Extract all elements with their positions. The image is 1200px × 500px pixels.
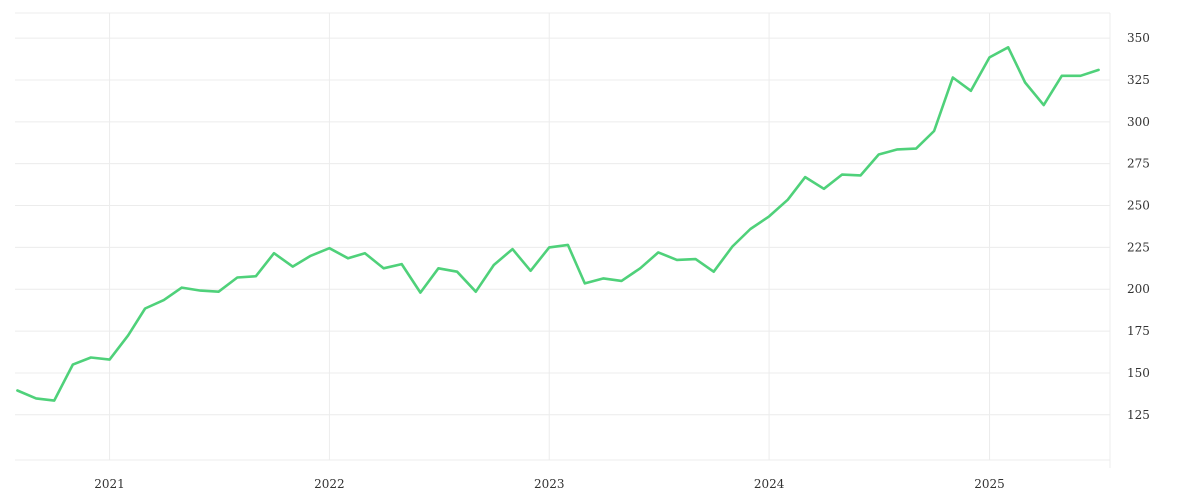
- y-tick-label: 225: [1127, 240, 1150, 254]
- grid-lines: [15, 12, 1111, 468]
- series-layer: [16, 46, 1100, 402]
- y-tick-label: 150: [1127, 366, 1150, 380]
- y-tick-label: 200: [1127, 282, 1150, 296]
- x-tick-label: 2023: [534, 477, 565, 491]
- x-tick-label: 2025: [974, 477, 1005, 491]
- series-line: [16, 46, 1100, 402]
- x-tick-label: 2022: [314, 477, 345, 491]
- y-tick-label: 325: [1127, 73, 1150, 87]
- x-tick-label: 2021: [94, 477, 125, 491]
- y-tick-label: 350: [1127, 31, 1150, 45]
- y-tick-label: 300: [1127, 115, 1150, 129]
- y-tick-label: 275: [1127, 157, 1150, 171]
- y-axis-ticks: 125 150 175 200 225 250 275 300 325 350: [1127, 31, 1150, 422]
- y-tick-label: 175: [1127, 324, 1150, 338]
- y-tick-label: 125: [1127, 408, 1150, 422]
- y-tick-label: 250: [1127, 199, 1150, 213]
- x-tick-label: 2024: [754, 477, 785, 491]
- x-axis-ticks: 2021 2022 2023 2024 2025: [94, 477, 1005, 491]
